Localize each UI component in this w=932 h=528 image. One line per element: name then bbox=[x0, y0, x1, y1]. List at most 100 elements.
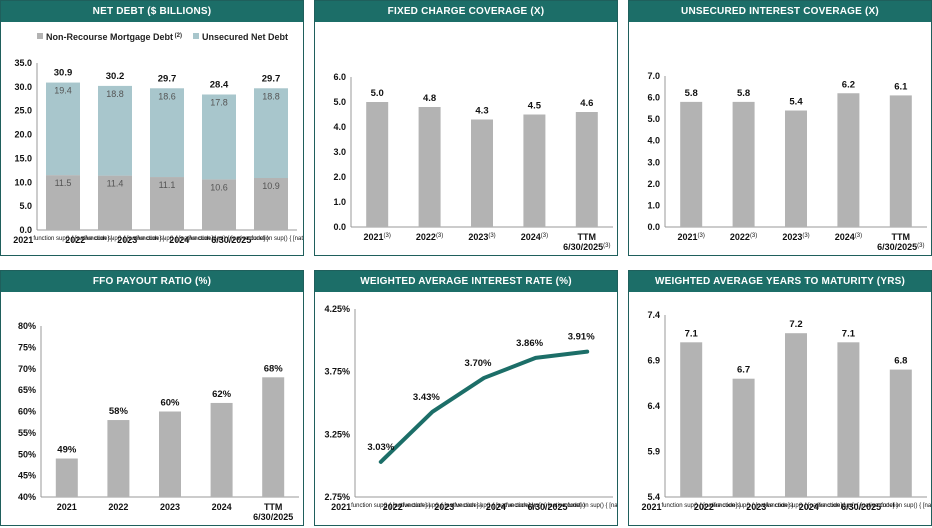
x-tick-label: TTM bbox=[578, 232, 597, 242]
data-label: 5.8 bbox=[685, 88, 698, 99]
data-label: 6.1 bbox=[894, 81, 908, 92]
bar-segment bbox=[150, 177, 184, 230]
data-label: 68% bbox=[264, 363, 284, 374]
total-label: 28.4 bbox=[210, 79, 229, 90]
segment-label: 19.4 bbox=[54, 86, 72, 96]
y-tick-label: 4.25% bbox=[324, 304, 350, 314]
panel-unsecured-interest-coverage: UNSECURED INTEREST COVERAGE (X) 0.0 1.0 2.… bbox=[628, 0, 932, 256]
data-label: 62% bbox=[212, 389, 232, 400]
panel-weighted-average-years-to-maturity: WEIGHTED AVERAGE YEARS TO MATURITY (YRS)… bbox=[628, 270, 932, 526]
y-tick-label: 2.75% bbox=[324, 492, 350, 502]
x-tick-label: 2021 bbox=[57, 502, 77, 512]
data-label: 60% bbox=[160, 398, 180, 409]
bar bbox=[837, 342, 860, 497]
data-label: 6.7 bbox=[737, 365, 750, 376]
bar bbox=[523, 114, 546, 227]
data-label: 58% bbox=[109, 406, 129, 417]
y-tick-label: 4.0 bbox=[647, 136, 660, 146]
bar bbox=[785, 333, 807, 497]
x-tick-label: 2024function sup() { [native code] } bbox=[799, 502, 898, 512]
bar-segment bbox=[98, 85, 132, 176]
y-tick-label: 40% bbox=[18, 492, 36, 502]
segment-label: 11.5 bbox=[55, 178, 72, 188]
y-tick-label: 0.0 bbox=[333, 222, 346, 232]
segment-label: 11.4 bbox=[107, 179, 124, 189]
data-label: 3.03% bbox=[367, 442, 394, 453]
net-debt-chart: 0.0 5.0 10.0 15.0 20.0 25.0 30.0 35.0 11.5 19.4 30… bbox=[13, 32, 303, 245]
y-tick-label: 7.0 bbox=[647, 71, 660, 81]
panel-fixed-charge-coverage: FIXED CHARGE COVERAGE (X) 0.0 1.0 2.0 3.0 4.… bbox=[314, 0, 618, 256]
bar-segment bbox=[98, 175, 132, 230]
bar bbox=[889, 369, 912, 497]
y-tick-label: 5.0 bbox=[647, 114, 660, 124]
bar-segment bbox=[254, 177, 288, 230]
x-tick-label: 2021function sup() { [native code] } bbox=[13, 235, 112, 245]
data-label: 3.91% bbox=[568, 332, 595, 343]
bar-segment bbox=[46, 82, 80, 176]
segment-label: 18.6 bbox=[158, 91, 176, 101]
x-tick-label: 2021(3) bbox=[364, 232, 391, 242]
x-tick-label: 2022 bbox=[108, 502, 128, 512]
x-tick-label: 2023function sup() { [native code] } bbox=[434, 502, 533, 512]
x-tick-label-line2: 6/30/2025(3) bbox=[877, 242, 924, 252]
y-tick-label: 10.0 bbox=[14, 177, 32, 187]
data-point bbox=[585, 350, 589, 354]
x-tick-label: 6/30/2025function sup() { [native code] … bbox=[841, 502, 931, 512]
y-tick-label: 50% bbox=[18, 449, 36, 459]
x-tick-label: 2022function sup() { [native code] } bbox=[694, 502, 793, 512]
segment-label: 18.8 bbox=[262, 91, 280, 101]
bar bbox=[732, 101, 755, 227]
y-tick-label: 5.9 bbox=[647, 447, 660, 457]
y-tick-label: 75% bbox=[18, 342, 36, 352]
x-tick-label: 6/30/2025function sup() { [native code] … bbox=[211, 235, 303, 245]
y-tick-label: 3.0 bbox=[333, 147, 346, 157]
data-point bbox=[379, 460, 383, 464]
fixed-charge-coverage-chart: 0.0 1.0 2.0 3.0 4.0 5.0 6.0 5.0 2021(3) 4.8 2022(3… bbox=[333, 72, 613, 252]
data-label: 6.2 bbox=[842, 79, 855, 90]
bar-segment bbox=[202, 94, 236, 180]
segment-label: 10.6 bbox=[210, 182, 228, 192]
ffo-payout-ratio-chart: 40% 45% 50% 55% 60% 65% 70% 75% 80% 49% 2021 58% 202… bbox=[18, 321, 299, 522]
panel-title: WEIGHTED AVERAGE YEARS TO MATURITY (YRS) bbox=[629, 271, 931, 292]
bar bbox=[55, 458, 78, 497]
x-tick-label: TTM bbox=[892, 232, 911, 242]
y-tick-label: 30.0 bbox=[14, 82, 32, 92]
panel-title: FIXED CHARGE COVERAGE (X) bbox=[315, 1, 617, 22]
x-tick-label: 2024 bbox=[212, 502, 232, 512]
y-tick-label: 6.4 bbox=[647, 401, 660, 411]
data-label: 7.2 bbox=[789, 319, 802, 330]
x-tick-label: 2023 bbox=[160, 502, 180, 512]
y-tick-label: 2.0 bbox=[333, 172, 346, 182]
total-label: 30.2 bbox=[106, 71, 125, 82]
bar bbox=[262, 377, 285, 497]
bar-segment bbox=[202, 179, 236, 230]
data-point bbox=[430, 410, 434, 414]
x-tick-label-line2: 6/30/2025 bbox=[253, 512, 293, 522]
bar bbox=[889, 95, 912, 228]
panel-weighted-average-interest-rate: WEIGHTED AVERAGE INTEREST RATE (%) 2.75%… bbox=[314, 270, 618, 526]
bar bbox=[680, 101, 703, 227]
panel-title: UNSECURED INTEREST COVERAGE (X) bbox=[629, 1, 931, 22]
bar bbox=[210, 402, 233, 497]
y-tick-label: 0.0 bbox=[19, 225, 32, 235]
y-tick-label: 1.0 bbox=[647, 200, 660, 210]
data-label: 5.4 bbox=[789, 97, 803, 108]
panel-net-debt: NET DEBT ($ BILLIONS) 0.0 5.0 10.0 15.0 20.0… bbox=[0, 0, 304, 256]
segment-label: 17.8 bbox=[210, 97, 228, 107]
y-tick-label: 6.0 bbox=[333, 72, 346, 82]
y-tick-label: 3.0 bbox=[647, 157, 660, 167]
y-tick-label: 80% bbox=[18, 321, 36, 331]
panel-ffo-payout-ratio: FFO PAYOUT RATIO (%) 40% 45% 50% 55% 60% 65% 7… bbox=[0, 270, 304, 526]
x-tick-label: 2023(3) bbox=[782, 232, 809, 242]
legend-entry: Non-Recourse Mortgage Debt (2) bbox=[46, 32, 182, 42]
y-tick-label: 45% bbox=[18, 471, 36, 481]
data-label: 49% bbox=[57, 445, 77, 456]
y-tick-label: 0.0 bbox=[647, 222, 660, 232]
bar bbox=[366, 102, 389, 227]
y-tick-label: 55% bbox=[18, 428, 36, 438]
total-label: 30.9 bbox=[54, 68, 73, 79]
total-label: 29.7 bbox=[262, 73, 281, 84]
unsecured-interest-coverage-chart: 0.0 1.0 2.0 3.0 4.0 5.0 6.0 7.0 5.8 2021(3) 5.8 202… bbox=[647, 71, 927, 252]
data-label: 6.8 bbox=[894, 356, 907, 367]
data-label: 3.70% bbox=[465, 358, 492, 369]
